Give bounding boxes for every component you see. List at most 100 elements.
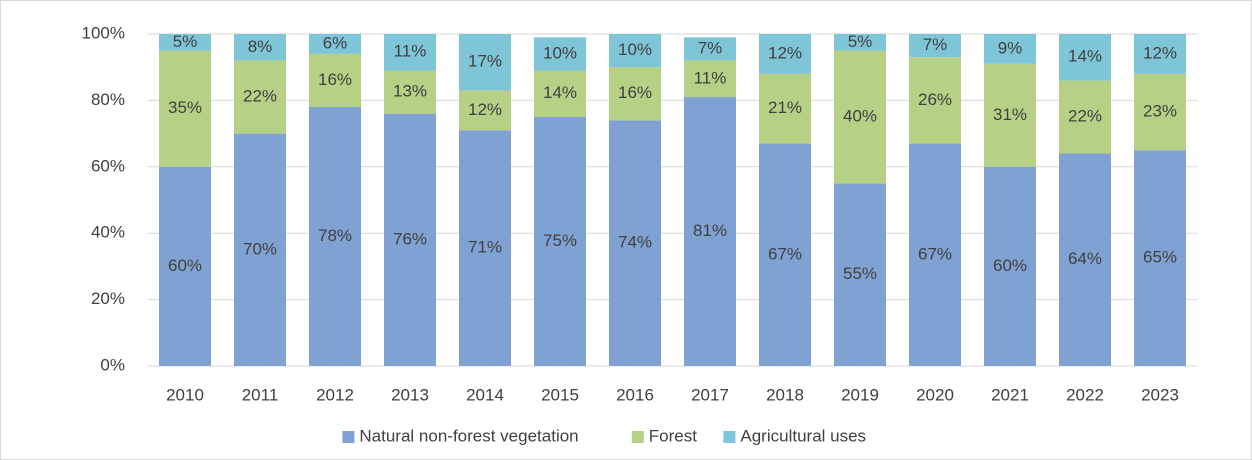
x-tick-label: 2019 xyxy=(841,385,879,404)
x-tick-label: 2015 xyxy=(541,385,579,404)
legend-swatch xyxy=(342,431,355,443)
x-tick-label: 2018 xyxy=(766,385,804,404)
bar-segment xyxy=(459,130,511,366)
data-label: 6% xyxy=(323,33,348,52)
bar-segment xyxy=(984,63,1036,167)
bar-segment xyxy=(534,70,586,117)
bar-segment xyxy=(684,37,736,61)
y-tick-label: 40% xyxy=(91,223,125,242)
bar-segment xyxy=(309,107,361,366)
bar-segment xyxy=(984,34,1036,64)
y-tick-label: 100% xyxy=(82,23,125,42)
data-label: 14% xyxy=(1068,47,1102,66)
data-label: 81% xyxy=(693,221,727,240)
x-tick-label: 2010 xyxy=(166,385,204,404)
bar-segment xyxy=(834,34,886,51)
bar-segment xyxy=(909,143,961,366)
bar-segment xyxy=(984,166,1036,366)
data-label: 65% xyxy=(1143,248,1177,267)
data-label: 67% xyxy=(768,244,802,263)
bar-segment xyxy=(609,34,661,68)
data-label: 16% xyxy=(618,83,652,102)
data-label: 71% xyxy=(468,238,502,257)
bar-segment xyxy=(759,34,811,74)
bar-segment xyxy=(159,166,211,366)
bar-segment xyxy=(159,34,211,51)
y-tick-label: 80% xyxy=(91,90,125,109)
legend-swatch xyxy=(723,431,736,443)
data-label: 35% xyxy=(168,98,202,117)
bar-segment xyxy=(159,50,211,167)
data-label: 10% xyxy=(618,40,652,59)
data-label: 26% xyxy=(918,90,952,109)
data-label: 55% xyxy=(843,264,877,283)
data-label: 13% xyxy=(393,82,427,101)
legend-label: Natural non-forest vegetation xyxy=(359,426,578,445)
data-label: 14% xyxy=(543,83,577,102)
x-tick-label: 2023 xyxy=(1141,385,1179,404)
data-label: 76% xyxy=(393,229,427,248)
x-tick-label: 2021 xyxy=(991,385,1029,404)
data-label: 21% xyxy=(768,98,802,117)
data-label: 70% xyxy=(243,239,277,258)
bar-segment xyxy=(234,60,286,134)
x-tick-label: 2011 xyxy=(242,385,279,404)
bar-segment xyxy=(534,117,586,366)
bar-segment xyxy=(1059,80,1111,154)
bar-segment xyxy=(459,34,511,91)
data-label: 9% xyxy=(998,38,1023,57)
data-label: 40% xyxy=(843,106,877,125)
x-tick-label: 2013 xyxy=(391,385,429,404)
data-label: 17% xyxy=(468,52,502,71)
bar-segment xyxy=(384,34,436,71)
x-tick-label: 2017 xyxy=(691,385,729,404)
bar-segment xyxy=(759,73,811,144)
x-tick-label: 2012 xyxy=(316,385,354,404)
bar-segment xyxy=(909,34,961,58)
bar-segment xyxy=(384,70,436,114)
y-tick-label: 20% xyxy=(91,289,125,308)
data-label: 11% xyxy=(694,68,727,87)
data-label: 74% xyxy=(618,233,652,252)
data-label: 12% xyxy=(768,43,802,62)
bar-segment xyxy=(234,133,286,366)
data-label: 8% xyxy=(248,37,273,56)
bar-segment xyxy=(909,57,961,144)
bar-segment xyxy=(609,120,661,366)
data-label: 22% xyxy=(1068,106,1102,125)
data-label: 67% xyxy=(918,244,952,263)
data-label: 78% xyxy=(318,226,352,245)
bar-segment xyxy=(684,97,736,366)
data-label: 5% xyxy=(848,32,873,51)
x-tick-label: 2020 xyxy=(916,385,954,404)
data-label: 60% xyxy=(168,256,202,275)
bar-segment xyxy=(1059,153,1111,366)
bar-segment xyxy=(534,37,586,71)
bar-segment xyxy=(459,90,511,131)
data-label: 7% xyxy=(698,38,723,57)
bar-segment xyxy=(1059,34,1111,81)
bar-segment xyxy=(384,113,436,367)
data-label: 10% xyxy=(543,43,577,62)
x-tick-label: 2014 xyxy=(466,385,504,404)
data-label: 31% xyxy=(993,105,1027,124)
legend-label: Agricultural uses xyxy=(740,426,866,445)
data-label: 64% xyxy=(1068,249,1102,268)
data-label: 23% xyxy=(1143,102,1177,121)
data-label: 75% xyxy=(543,231,577,250)
bar-segment xyxy=(309,53,361,108)
data-label: 11% xyxy=(394,42,427,61)
bar-segment xyxy=(834,183,886,366)
bar-segment xyxy=(609,67,661,121)
x-tick-label: 2022 xyxy=(1066,385,1104,404)
data-label: 12% xyxy=(468,100,502,119)
x-tick-label: 2016 xyxy=(616,385,654,404)
data-label: 60% xyxy=(993,256,1027,275)
data-label: 22% xyxy=(243,87,277,106)
bar-segment xyxy=(759,143,811,366)
bar-segment xyxy=(1134,34,1186,74)
data-label: 7% xyxy=(923,35,948,54)
bar-segment xyxy=(309,34,361,54)
legend-label: Forest xyxy=(649,426,697,445)
bar-segment xyxy=(684,60,736,98)
